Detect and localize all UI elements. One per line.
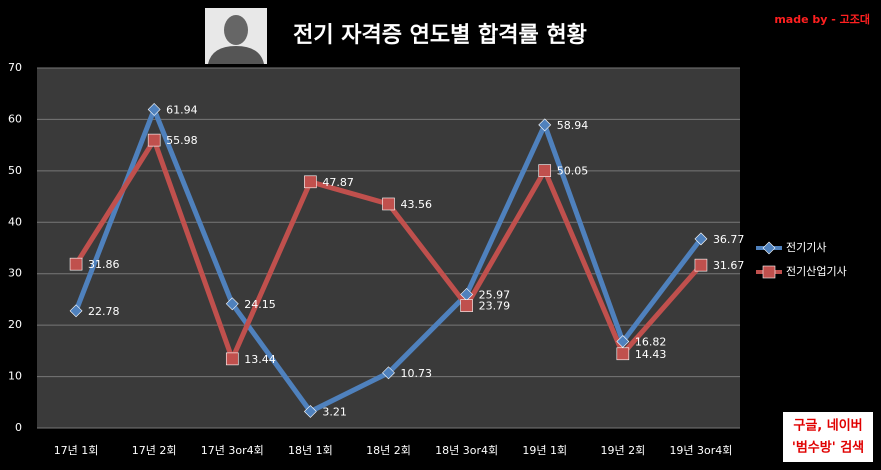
- marker: [694, 258, 708, 272]
- x-tick-label: 18년 2회: [366, 444, 411, 457]
- legend-marker: [762, 265, 776, 279]
- data-label: 58.94: [557, 119, 589, 132]
- x-tick-label: 17년 1회: [54, 444, 99, 457]
- y-tick-label: 10: [8, 370, 22, 383]
- legend-label: 전기산업기사: [786, 265, 847, 278]
- x-tick-label: 19년 3or4회: [669, 444, 732, 457]
- x-tick-label: 17년 3or4회: [201, 444, 264, 457]
- y-tick-label: 30: [8, 267, 22, 280]
- marker: [69, 304, 83, 318]
- note-line: '범수방' 검색: [792, 440, 864, 456]
- data-label: 36.77: [713, 233, 745, 246]
- y-tick-label: 40: [8, 215, 22, 228]
- data-label: 22.78: [88, 305, 120, 318]
- marker: [538, 164, 552, 177]
- data-label: 31.67: [713, 259, 745, 272]
- data-label: 13.44: [244, 353, 276, 366]
- person-icon: [205, 8, 267, 64]
- data-label: 25.97: [479, 288, 511, 301]
- y-tick-label: 0: [15, 421, 22, 434]
- legend-label: 전기기사: [786, 241, 826, 254]
- marker: [694, 232, 708, 246]
- marker: [460, 299, 473, 312]
- x-tick-label: 18년 1회: [288, 444, 333, 457]
- data-label: 61.94: [166, 103, 198, 116]
- y-tick-label: 50: [8, 164, 22, 177]
- data-label: 23.79: [479, 300, 511, 313]
- x-tick-label: 18년 3or4회: [435, 444, 498, 457]
- note-line: 구글, 네이버: [793, 418, 862, 434]
- y-tick-label: 60: [8, 112, 22, 125]
- marker: [147, 103, 161, 116]
- data-label: 43.56: [401, 198, 433, 211]
- note-box: [783, 412, 873, 462]
- data-label: 14.43: [635, 348, 667, 361]
- x-tick-label: 17년 2회: [132, 444, 177, 457]
- data-label: 47.87: [322, 176, 354, 189]
- data-label: 55.98: [166, 134, 198, 147]
- marker: [304, 175, 317, 189]
- data-label: 31.86: [88, 258, 120, 271]
- data-label: 10.73: [401, 367, 433, 380]
- x-tick-label: 19년 2회: [600, 444, 645, 457]
- data-label: 3.21: [322, 405, 347, 418]
- marker: [382, 197, 395, 211]
- credit: made by - 고조대: [774, 12, 870, 26]
- legend-marker: [762, 241, 776, 255]
- data-label: 50.05: [557, 165, 589, 178]
- chart-title: 전기 자격증 연도별 합격률 현황: [293, 22, 587, 48]
- marker: [382, 366, 395, 380]
- marker: [616, 347, 630, 361]
- marker: [147, 133, 161, 147]
- y-tick-label: 70: [8, 61, 22, 74]
- marker: [225, 297, 239, 311]
- y-tick-label: 20: [8, 318, 22, 331]
- data-label: 24.15: [244, 298, 276, 311]
- data-label: 16.82: [635, 335, 667, 348]
- x-tick-label: 19년 1회: [522, 444, 567, 457]
- marker: [538, 118, 552, 132]
- marker: [303, 405, 317, 418]
- marker: [225, 352, 239, 366]
- marker: [69, 257, 83, 271]
